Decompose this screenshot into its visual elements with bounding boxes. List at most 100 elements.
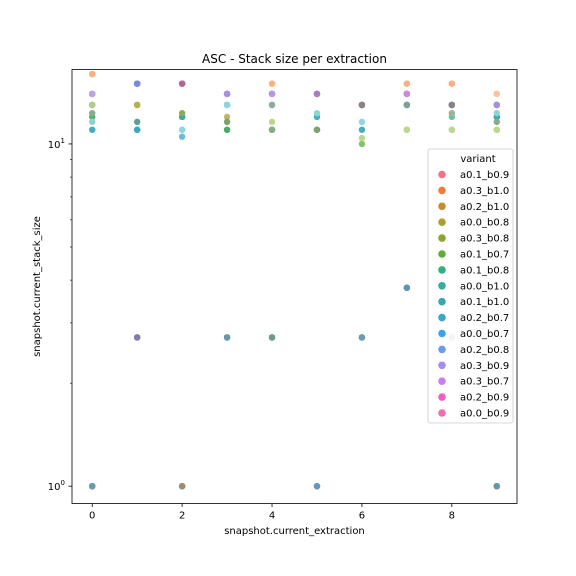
legend-marker: [438, 313, 446, 322]
legend-box: [427, 148, 514, 424]
data-point-overlap: [493, 118, 500, 126]
data-point-overlap: [133, 101, 141, 109]
legend-label: a0.0_b0.8: [460, 218, 509, 229]
x-axis: 0 2 4 6 8: [89, 503, 455, 522]
legend-marker: [438, 409, 446, 417]
data-point-overlap: [493, 109, 500, 117]
x-tick-label: 2: [179, 511, 185, 522]
data-point-overlap: [448, 126, 456, 133]
data-point-overlap: [403, 80, 411, 87]
data-point-overlap: [448, 109, 456, 117]
data-point-overlap: [313, 126, 321, 133]
data-point-overlap: [223, 90, 231, 98]
legend-marker: [438, 282, 446, 290]
data-point-overlap: [133, 118, 141, 126]
y-axis-label: snapshot.current_stack_size: [32, 216, 43, 357]
legend: variant a0.1_b0.9 a0.3_b1.0 a0.2_b1.0 a0.0_…: [427, 148, 514, 424]
legend-marker: [438, 393, 446, 401]
data-point-overlap: [358, 334, 366, 341]
data-point-overlap: [178, 109, 186, 117]
data-point-overlap: [403, 126, 411, 133]
data-point-overlap: [268, 118, 276, 126]
data-point-overlap: [448, 80, 456, 87]
legend-label: a0.3_b1.0: [460, 186, 509, 197]
legend-marker: [438, 361, 446, 370]
data-point-overlap: [133, 80, 141, 87]
data-point-overlap: [313, 90, 321, 98]
legend-marker: [438, 202, 446, 211]
data-point-overlap: [493, 101, 500, 109]
legend-marker: [438, 329, 446, 338]
legend-label: a0.3_b0.9: [460, 361, 509, 372]
legend-marker: [438, 377, 446, 386]
data-point-overlap: [358, 118, 366, 126]
data-point: [178, 133, 186, 140]
data-point-overlap: [493, 482, 500, 490]
legend-marker: [438, 250, 446, 258]
data-point-overlap: [223, 118, 231, 126]
data-point: [358, 140, 366, 148]
data-point-overlap: [268, 90, 276, 98]
legend-label: a0.0_b1.0: [460, 281, 509, 292]
x-tick-label: 6: [359, 511, 365, 522]
data-point-overlap: [313, 482, 321, 490]
data-point-overlap: [268, 101, 276, 109]
data-point-overlap: [358, 101, 366, 109]
data-point-overlap: [313, 109, 321, 117]
x-tick-label: 8: [449, 511, 455, 522]
data-point-overlap: [89, 109, 96, 117]
data-point-overlap: [403, 284, 411, 291]
chart-title: ASC - Stack size per extraction: [202, 52, 387, 66]
data-point-overlap: [89, 70, 96, 78]
legend-label: a0.1_b1.0: [460, 297, 509, 308]
legend-marker: [438, 266, 446, 274]
legend-label: a0.2_b0.9: [460, 393, 509, 404]
data-point: [133, 126, 141, 133]
legend-marker: [438, 345, 446, 354]
legend-marker: [438, 234, 446, 242]
data-point-overlap: [448, 101, 456, 109]
legend-label: a0.2_b1.0: [460, 202, 509, 213]
data-point-overlap: [89, 101, 96, 109]
legend-marker: [438, 297, 446, 306]
legend-label: a0.1_b0.7: [460, 250, 509, 261]
x-tick-label: 4: [269, 511, 275, 522]
data-point-overlap: [89, 118, 96, 126]
x-tick-label: 0: [89, 511, 95, 522]
legend-label: a0.1_b0.9: [460, 170, 509, 181]
plot-frame: [71, 69, 518, 504]
data-point: [358, 126, 366, 133]
data-point-overlap: [403, 90, 411, 98]
data-point: [223, 126, 231, 133]
x-axis-label: snapshot.current_extraction: [224, 526, 365, 537]
data-point-overlap: [133, 334, 141, 341]
data-point-overlap: [178, 482, 186, 490]
data-point-overlap: [89, 90, 96, 98]
data-point-overlap: [403, 101, 411, 109]
data-point: [223, 113, 231, 121]
legend-label: a0.0_b0.7: [460, 329, 509, 340]
legend-marker: [438, 218, 446, 226]
data-point: [89, 126, 96, 133]
y-axis: 100 101: [48, 137, 72, 493]
data-point-overlap: [178, 126, 186, 133]
y-tick-label: 101: [48, 137, 65, 151]
legend-marker: [438, 186, 446, 195]
data-point-overlap: [358, 134, 366, 142]
legend-label: a0.2_b0.7: [460, 313, 509, 324]
data-point-overlap: [89, 482, 96, 490]
data-point-overlap: [493, 90, 500, 98]
legend-marker: [438, 170, 446, 179]
legend-label: a0.2_b0.8: [460, 345, 509, 356]
points-layer: [89, 70, 500, 490]
legend-title: variant: [460, 154, 495, 165]
data-point-overlap: [223, 101, 231, 109]
data-point-overlap: [268, 80, 276, 87]
legend-items: a0.1_b0.9 a0.3_b1.0 a0.2_b1.0 a0.0_b0.8 a0.3…: [438, 170, 509, 420]
y-tick-label: 100: [48, 479, 65, 493]
legend-label: a0.0_b0.9: [460, 409, 509, 420]
data-point-overlap: [493, 126, 500, 133]
data-point-overlap: [268, 334, 276, 341]
data-point-overlap: [268, 126, 276, 133]
